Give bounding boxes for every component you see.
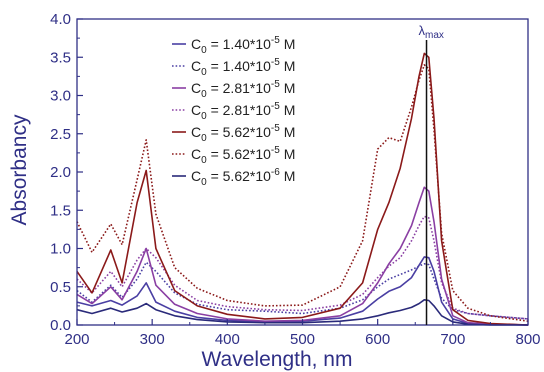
legend-superscript: -5 (271, 123, 280, 134)
plot-series (76, 52, 529, 326)
x-tick-label: 600 (365, 331, 390, 348)
legend-entry-5: C0 = 5.62*10-5 M (191, 123, 295, 144)
lambda-symbol: λ (419, 23, 426, 38)
y-tick-label: 0.0 (50, 317, 71, 334)
lambda-max-marker: λmax (419, 23, 444, 325)
legend-entry-1: C0 = 1.40*10-5 M (191, 35, 295, 56)
legend-unit: M (280, 168, 296, 184)
x-tick-label: 200 (64, 331, 89, 348)
legend-entry-6: C0 = 5.62*10-5 M (191, 145, 295, 166)
legend-subscript: 0 (201, 177, 207, 188)
legend-superscript: -6 (271, 167, 280, 178)
legend-value: = 2.81*10 (207, 102, 271, 118)
legend-superscript: -5 (271, 79, 280, 90)
legend-subscript: 0 (201, 89, 207, 100)
legend-unit: M (280, 80, 296, 96)
series-line-3 (76, 186, 529, 326)
legend-subscript: 0 (201, 133, 207, 144)
legend-subscript: 0 (201, 111, 207, 122)
legend-entry-4: C0 = 2.81*10-5 M (191, 101, 295, 122)
legend-c: C (191, 146, 201, 162)
x-tick-label: 300 (140, 331, 165, 348)
legend-subscript: 0 (201, 45, 207, 56)
legend-value: = 5.62*10 (207, 146, 271, 162)
legend-value: = 5.62*10 (207, 168, 271, 184)
x-tick-label: 700 (440, 331, 465, 348)
y-tick-label: 1.5 (50, 202, 71, 219)
legend-subscript: 0 (201, 67, 207, 78)
legend: C0 = 1.40*10-5 MC0 = 1.40*10-5 MC0 = 2.8… (172, 35, 295, 188)
legend-superscript: -5 (271, 145, 280, 156)
legend-entry-3: C0 = 2.81*10-5 M (191, 79, 295, 100)
y-tick-label: 1.0 (50, 241, 71, 258)
legend-superscript: -5 (271, 101, 280, 112)
legend-unit: M (280, 58, 296, 74)
legend-value: = 2.81*10 (207, 80, 271, 96)
y-axis: 0.0 0.5 1.0 1.5 2.0 2.5 3.0 3.5 4.0 (50, 11, 83, 334)
legend-c: C (191, 124, 201, 140)
legend-c: C (191, 168, 201, 184)
legend-c: C (191, 58, 201, 74)
x-tick-label: 500 (290, 331, 315, 348)
x-tick-label: 400 (215, 331, 240, 348)
x-axis: 200 300 400 500 600 700 800 (64, 319, 541, 348)
legend-value: = 1.40*10 (207, 58, 271, 74)
legend-unit: M (280, 102, 296, 118)
y-tick-label: 2.5 (50, 126, 71, 143)
series-line-6 (76, 64, 529, 322)
legend-superscript: -5 (271, 57, 280, 68)
x-axis-title: Wavelength, nm (202, 348, 353, 371)
y-tick-label: 3.0 (50, 88, 71, 105)
legend-value: = 1.40*10 (207, 36, 271, 52)
series-line-7 (76, 299, 528, 326)
legend-unit: M (280, 146, 296, 162)
legend-value: = 5.62*10 (207, 124, 271, 140)
legend-unit: M (280, 36, 296, 52)
y-tick-label: 2.0 (50, 164, 71, 181)
plot-border (76, 18, 529, 326)
y-tick-label: 3.5 (50, 49, 71, 66)
lambda-subscript: max (425, 30, 444, 41)
legend-c: C (191, 80, 201, 96)
series-line-1 (76, 256, 529, 326)
legend-superscript: -5 (271, 35, 280, 46)
legend-c: C (191, 36, 201, 52)
legend-unit: M (280, 124, 296, 140)
plot-frame (76, 18, 529, 326)
y-tick-label: 4.0 (50, 11, 71, 28)
lambda-max-label: λmax (419, 23, 444, 41)
x-tick-label: 800 (515, 331, 540, 348)
legend-entry-2: C0 = 1.40*10-5 M (191, 57, 295, 78)
y-tick-label: 0.5 (50, 279, 71, 296)
legend-c: C (191, 102, 201, 118)
series-line-2 (76, 261, 529, 320)
legend-entry-7: C0 = 5.62*10-6 M (191, 167, 295, 188)
legend-subscript: 0 (201, 155, 207, 166)
y-axis-title: Absorbancy (8, 114, 31, 225)
